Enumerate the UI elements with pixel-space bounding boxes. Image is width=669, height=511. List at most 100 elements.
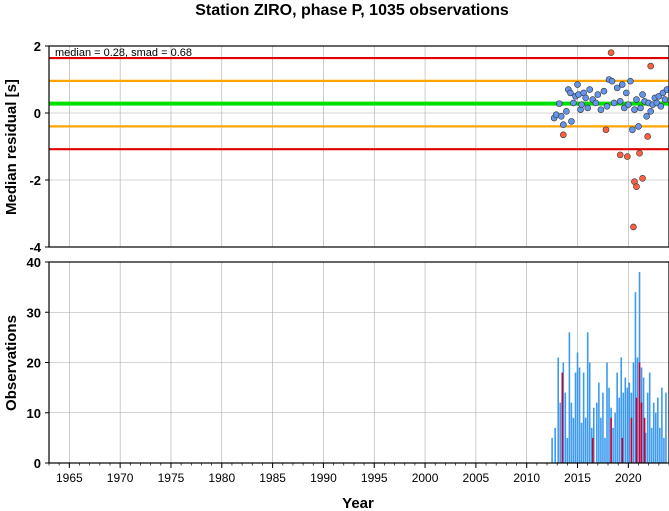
bar (602, 392, 604, 463)
data-point (663, 86, 669, 93)
bar (644, 432, 647, 463)
bar (618, 397, 620, 463)
x-tick-label: 1980 (208, 471, 235, 485)
data-point (637, 104, 644, 112)
bar (661, 387, 663, 463)
bar (638, 362, 641, 463)
bar (650, 427, 653, 463)
data-point (647, 62, 655, 70)
x-tick-label: 2005 (463, 471, 490, 485)
data-point (633, 183, 640, 190)
bar (606, 362, 608, 463)
data-point (616, 151, 624, 159)
data-point (630, 223, 637, 231)
bar (654, 412, 657, 463)
y-tick-label: 0 (34, 106, 41, 121)
x-tick-label: 2000 (412, 471, 439, 485)
data-point (602, 126, 610, 134)
bar (590, 427, 593, 463)
bar (635, 397, 638, 463)
data-point (616, 97, 624, 105)
data-point (559, 131, 567, 139)
x-tick-label: 1965 (56, 471, 83, 485)
data-point (633, 96, 640, 103)
x-tick-label: 2010 (513, 471, 540, 485)
y-tick-label: 10 (27, 406, 41, 421)
bar (578, 367, 581, 463)
y-tick-label: -2 (29, 173, 41, 188)
bar (561, 372, 564, 463)
data-point (559, 121, 567, 129)
x-tick-label: 2020 (615, 471, 642, 485)
bar (564, 392, 567, 463)
data-point (603, 103, 611, 110)
bar (596, 402, 598, 463)
data-point (636, 149, 643, 157)
x-tick-label: 1970 (107, 471, 134, 485)
bar (586, 332, 589, 463)
data-point (608, 77, 616, 85)
bar (580, 422, 583, 463)
data-point (639, 175, 646, 182)
data-point (657, 103, 665, 110)
bar (648, 372, 651, 463)
data-point (584, 104, 591, 112)
bar (610, 417, 612, 463)
y-tick-label: 30 (27, 305, 41, 320)
data-point (568, 118, 575, 125)
data-point (661, 96, 669, 103)
bar (632, 362, 635, 463)
data-point (582, 94, 589, 102)
data-point (557, 113, 565, 120)
y-tick-label: 40 (27, 255, 41, 270)
data-point (574, 81, 581, 88)
bar (646, 392, 649, 463)
data-point (624, 153, 631, 160)
observations-ylabel: Observations (3, 315, 20, 411)
bar (665, 392, 667, 463)
x-tick-label: 1995 (361, 471, 388, 485)
bar (626, 387, 629, 463)
data-point (570, 99, 577, 107)
bar (659, 427, 661, 463)
bar (643, 417, 646, 463)
x-tick-label: 1975 (158, 471, 185, 485)
x-tick-label: 2015 (564, 471, 591, 485)
data-point (592, 99, 600, 107)
bar (572, 417, 575, 463)
data-point (567, 89, 574, 97)
observations-panel: 0 10 20 30 40 1965 1970 1975 1980 1985 1990 1995 20… (3, 255, 669, 511)
bar (574, 372, 577, 463)
residual-annotation: median = 0.28, smad = 0.68 (55, 47, 192, 59)
bar (624, 377, 627, 463)
bar (628, 382, 631, 463)
chart-title: Station ZIRO, phase P, 1035 observations (195, 2, 509, 19)
bar (663, 437, 665, 463)
reference-lines (49, 56, 669, 151)
bar (636, 357, 639, 463)
bar (576, 352, 579, 463)
bar (562, 362, 565, 463)
data-point (631, 106, 638, 113)
data-point (647, 108, 655, 115)
bar (630, 417, 633, 463)
bar (566, 437, 569, 463)
data-point (618, 81, 626, 88)
bar (608, 387, 610, 463)
bar (584, 417, 587, 463)
data-point (563, 108, 570, 115)
bar (604, 437, 606, 463)
residual-yticks: 2 0 -2 -4 (29, 39, 49, 255)
data-point (597, 106, 605, 113)
data-point (600, 87, 608, 95)
data-point (610, 99, 618, 107)
bar (592, 407, 595, 463)
data-point (639, 91, 646, 98)
bar (568, 332, 571, 463)
bar (657, 397, 659, 463)
data-point (586, 86, 594, 93)
data-point (643, 113, 650, 120)
x-tick-label: 1985 (259, 471, 286, 485)
data-point (607, 49, 615, 57)
